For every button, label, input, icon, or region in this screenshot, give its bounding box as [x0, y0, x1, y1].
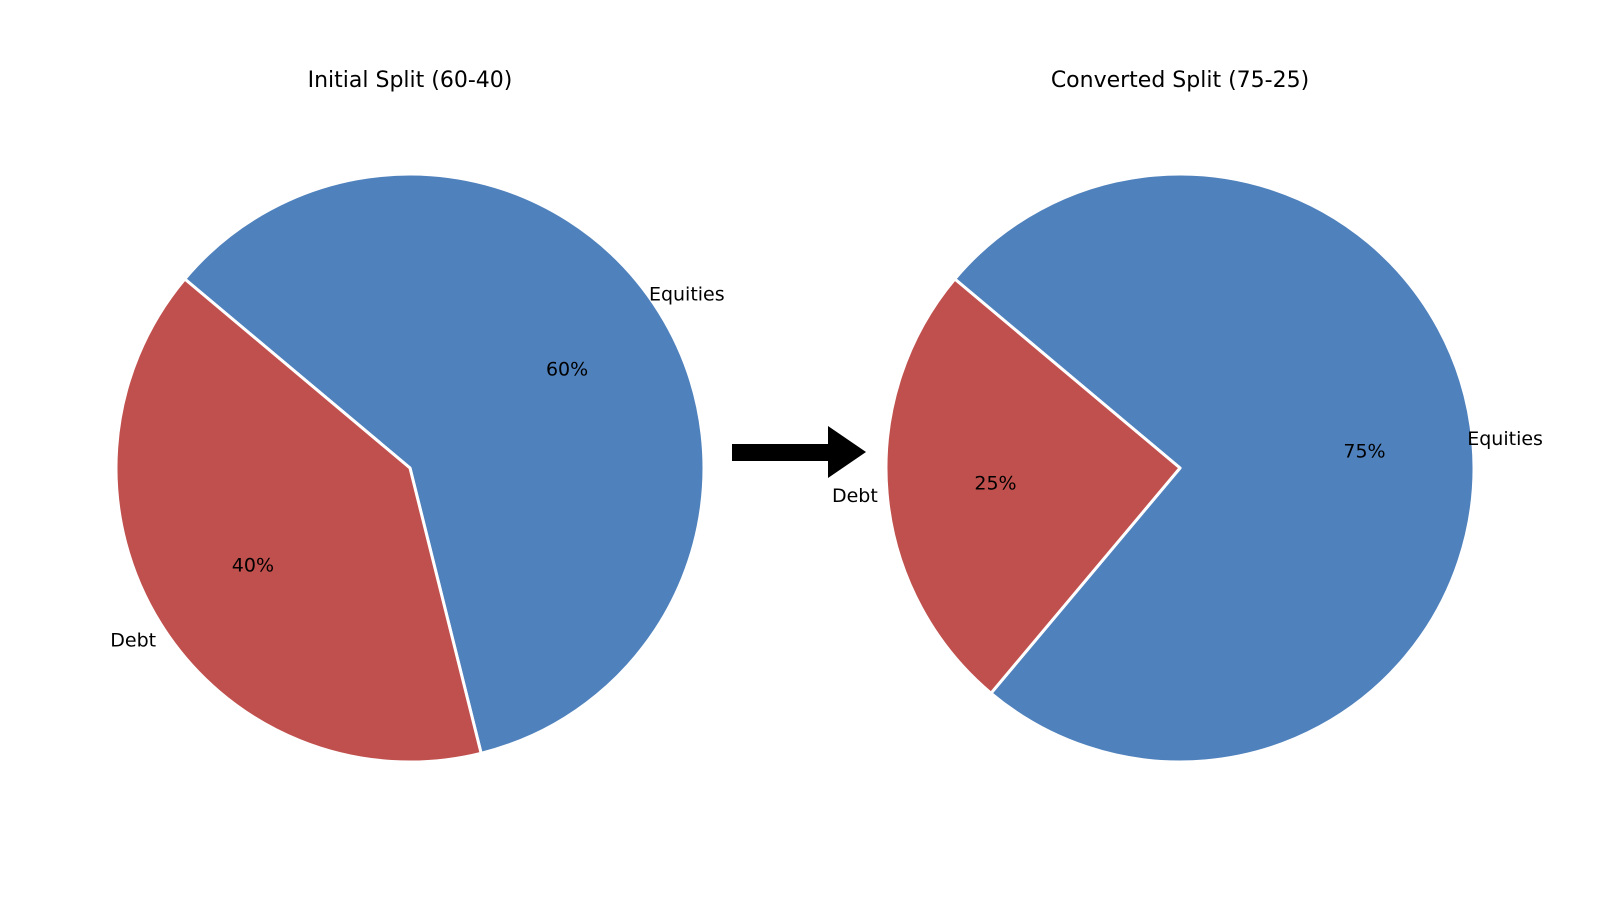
pct-label-equities-converted: 75%: [1343, 440, 1385, 462]
slice-label-debt-converted: Debt: [832, 485, 878, 507]
chart-title-converted: Converted Split (75-25): [1051, 68, 1309, 93]
slice-label-equities-converted: Equities: [1467, 428, 1543, 450]
chart-title-initial: Initial Split (60-40): [308, 68, 513, 93]
slice-debt-converted: [884, 277, 1182, 695]
slice-label-equities-initial: Equities: [649, 284, 725, 306]
pct-label-debt-converted: 25%: [974, 473, 1016, 495]
slice-label-debt-initial: Debt: [110, 629, 156, 651]
slice-equities-converted: [953, 172, 1476, 764]
arrow-right-icon: [732, 426, 866, 478]
slice-equities-initial: [183, 172, 706, 755]
slice-debt-initial: [114, 277, 483, 764]
pct-label-debt-initial: 40%: [232, 555, 274, 577]
pie-chart-initial: Initial Split (60-40) 60% 40% Equities D…: [110, 68, 725, 764]
pie-chart-converted: Converted Split (75-25) 75% 25% Equities…: [832, 68, 1543, 764]
pct-label-equities-initial: 60%: [546, 358, 588, 380]
